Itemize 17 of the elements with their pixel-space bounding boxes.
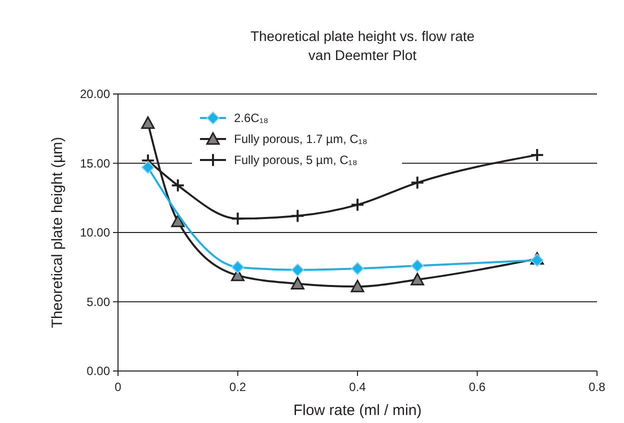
x-tick-label: 0.8: [588, 380, 606, 394]
chart-title: Theoretical plate height vs. flow rate: [250, 28, 475, 44]
y-tick-label: 5.00: [86, 294, 110, 309]
legend-label: Fully porous, 5 µm, C₁₈: [234, 153, 358, 168]
legend-label: 2.6C₁₈: [234, 111, 268, 126]
legend-label: Fully porous, 1.7 µm, C₁₈: [234, 132, 368, 146]
y-tick-label: 10.00: [80, 226, 110, 240]
x-tick-label: 0.2: [229, 380, 246, 394]
x-tick-label: 0.6: [468, 380, 486, 394]
x-tick-label: 0: [114, 380, 122, 394]
chart-subtitle: van Deemter Plot: [308, 47, 417, 63]
x-axis-title: Flow rate (ml / min): [293, 402, 422, 419]
y-tick-label: 15.00: [80, 156, 110, 170]
y-tick-label: 20.00: [80, 87, 110, 102]
x-tick-label: 0.4: [349, 380, 366, 394]
y-tick-label: 0.00: [86, 364, 110, 378]
y-axis-title: Theoretical plate height (µm): [49, 136, 66, 328]
